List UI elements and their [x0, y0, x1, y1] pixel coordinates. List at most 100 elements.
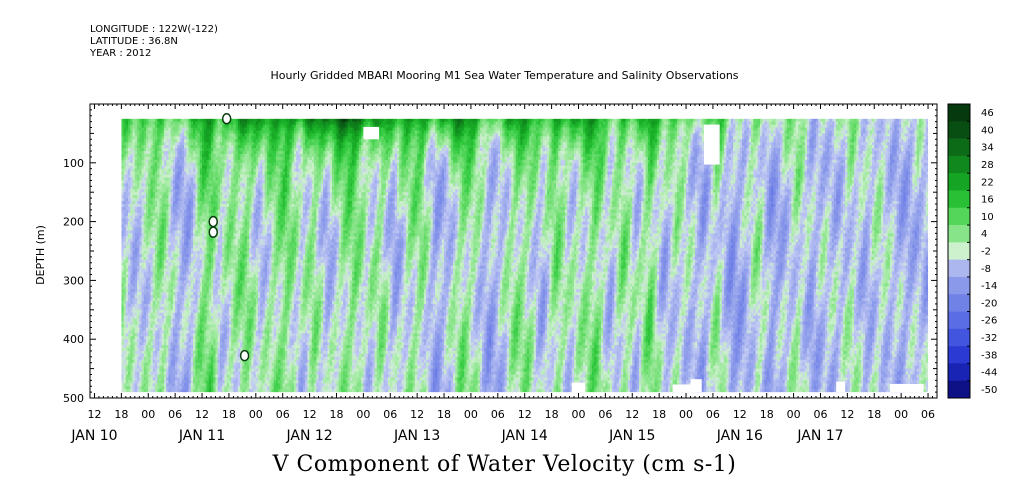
- field-cell: [177, 242, 181, 246]
- field-cell: [134, 365, 138, 370]
- field-cell: [175, 168, 178, 173]
- field-cell: [154, 248, 158, 252]
- field-cell: [123, 227, 127, 232]
- field-cell: [179, 365, 183, 370]
- field-cell: [157, 209, 161, 214]
- field-cell: [161, 298, 165, 302]
- field-cell: [146, 321, 149, 326]
- field-cell: [152, 277, 156, 281]
- field-cell: [172, 286, 176, 290]
- field-cell: [123, 348, 127, 352]
- field-cell: [154, 236, 158, 240]
- field-cell: [159, 192, 163, 196]
- field-cell: [137, 227, 140, 232]
- field-cell: [163, 256, 167, 261]
- field-cell: [125, 339, 129, 343]
- field-cell: [123, 209, 127, 214]
- field-cell: [177, 280, 181, 284]
- field-cell: [128, 324, 131, 329]
- field-cell: [181, 245, 185, 249]
- field-cell: [181, 348, 185, 352]
- field-cell: [179, 324, 183, 329]
- field-cell: [186, 124, 190, 129]
- field-cell: [163, 309, 167, 314]
- field-cell: [125, 253, 129, 258]
- field-cell: [188, 233, 192, 237]
- field-cell: [154, 259, 158, 264]
- field-cell: [134, 186, 138, 190]
- field-cell: [177, 165, 181, 170]
- field-cell: [163, 189, 167, 193]
- field-cell: [132, 206, 136, 211]
- field-cell: [125, 233, 129, 237]
- field-cell: [184, 312, 187, 317]
- field-cell: [148, 198, 152, 202]
- field-cell: [181, 239, 185, 243]
- field-cell: [175, 148, 178, 152]
- field-cell: [146, 309, 149, 314]
- field-cell: [184, 286, 187, 290]
- field-cell: [130, 303, 134, 308]
- field-cell: [154, 195, 158, 199]
- field-cell: [130, 277, 134, 281]
- field-cell: [184, 280, 187, 284]
- field-cell: [163, 162, 167, 167]
- field-cell: [188, 324, 192, 329]
- field-cell: [168, 130, 172, 134]
- field-cell: [150, 283, 154, 287]
- field-cell: [181, 350, 185, 355]
- field-cell: [132, 124, 136, 129]
- field-cell: [163, 324, 167, 329]
- field-cell: [121, 318, 125, 323]
- field-cell: [154, 300, 158, 305]
- field-cell: [175, 142, 178, 146]
- field-cell: [157, 300, 161, 305]
- field-cell: [188, 256, 192, 261]
- field-cell: [123, 383, 127, 387]
- field-cell: [181, 333, 185, 337]
- field-cell: [139, 268, 143, 273]
- field-cell: [181, 259, 185, 264]
- field-cell: [128, 201, 131, 205]
- field-cell: [184, 127, 187, 132]
- field-cell: [139, 171, 143, 176]
- field-cell: [181, 359, 185, 364]
- field-cell: [177, 253, 181, 258]
- field-cell: [170, 174, 174, 179]
- field-cell: [134, 306, 138, 311]
- field-cell: [179, 362, 183, 367]
- field-cell: [137, 324, 140, 329]
- field-cell: [170, 374, 174, 379]
- field-cell: [121, 118, 125, 123]
- field-cell: [148, 268, 152, 273]
- field-cell: [163, 192, 167, 196]
- field-cell: [152, 348, 156, 352]
- field-cell: [132, 156, 136, 161]
- field-cell: [128, 371, 131, 376]
- field-cell: [121, 386, 125, 390]
- field-cell: [141, 265, 145, 270]
- field-cell: [148, 300, 152, 305]
- field-cell: [141, 136, 145, 140]
- field-cell: [190, 374, 194, 379]
- field-cell: [170, 148, 174, 152]
- field-cell: [159, 118, 163, 123]
- field-cell: [163, 168, 167, 173]
- field-cell: [146, 206, 149, 211]
- field-cell: [132, 306, 136, 311]
- field-cell: [188, 209, 192, 214]
- field-cell: [157, 324, 161, 329]
- field-cell: [175, 321, 178, 326]
- field-cell: [125, 251, 129, 255]
- field-cell: [148, 251, 152, 255]
- field-cell: [157, 118, 161, 123]
- field-cell: [154, 368, 158, 373]
- field-cell: [152, 156, 156, 161]
- field-cell: [125, 218, 129, 223]
- field-cell: [166, 121, 170, 126]
- field-cell: [175, 227, 178, 232]
- field-cell: [146, 368, 149, 373]
- field-cell: [139, 280, 143, 284]
- field-cell: [137, 339, 140, 343]
- field-cell: [181, 151, 185, 155]
